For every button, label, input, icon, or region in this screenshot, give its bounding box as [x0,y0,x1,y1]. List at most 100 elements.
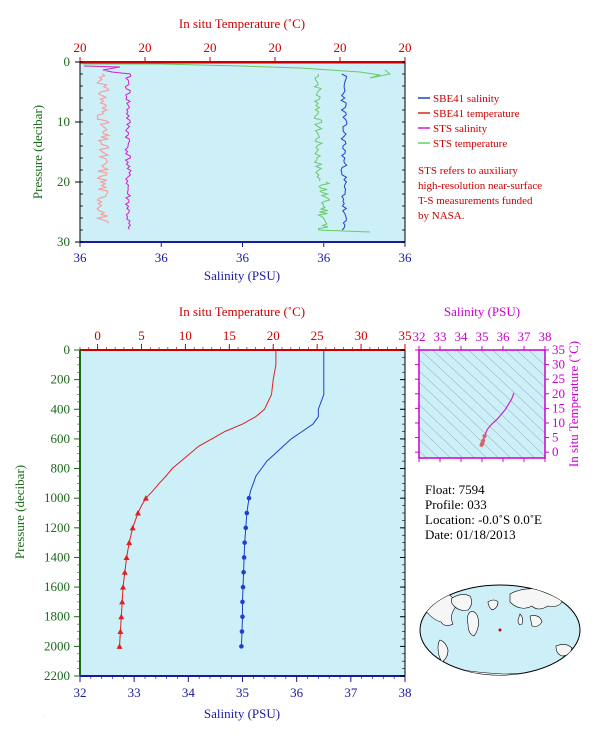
near-surface-left-tick-label: 10 [57,114,70,129]
near-surface-bottom-tick-label: 36 [399,250,413,265]
ts-series [479,392,515,447]
near-surface-bottom-tick-label: 36 [317,250,331,265]
near-surface-top-axis-title: In situ Temperature (˚C) [179,16,305,31]
ts-density-contour [419,381,500,458]
temperature-sample-point [123,554,130,560]
salinity-sample-point [240,614,245,620]
sbe41-salinity-line [340,73,348,231]
ts-right-tick-label: 5 [552,430,559,445]
near-surface-top-tick-label: 20 [269,40,282,55]
sts-note-line: high-resolution near-surface [418,180,542,192]
main-bottom-tick-label: 38 [399,685,412,700]
ts-deep-point [481,438,486,443]
main-bottom-tick-label: 33 [128,685,141,700]
ts-density-contour [419,415,464,458]
main-left-tick-label: 2200 [44,668,70,683]
near-surface-bottom-tick-label: 36 [74,250,88,265]
ts-top-tick-label: 33 [434,329,447,344]
main-top-tick-label: 15 [223,328,236,343]
main-left-tick-label: 200 [51,372,71,387]
near-surface-left-tick-label: 20 [57,174,70,189]
ts-right-tick-label: 35 [552,342,565,357]
temperature-sample-point [120,584,127,590]
ts-density-contour [492,350,545,400]
main-left-tick-label: 1400 [44,549,70,564]
near-surface-left-tick-label: 30 [57,234,70,249]
main-top-axis-title: In situ Temperature (˚C) [179,304,305,319]
main-top-tick-label: 5 [138,328,145,343]
salinity-sample-point [239,629,245,634]
main-top-tick-label: 25 [311,328,324,343]
main-bottom-tick-label: 32 [74,685,87,700]
ts-tick-marks [415,346,549,462]
near-surface-tick-labels: 20 20 20 20 20 20 36 36 36 36 36 0 10 20 30 [57,40,412,265]
temperature-sample-point [126,539,133,546]
date: Date: 01/18/2013 [425,527,516,542]
ts-right-tick-label: 0 [552,444,559,459]
ts-density-contour [419,438,440,458]
sts-temperature-line-deep [316,181,371,233]
profile-number: Profile: 033 [425,497,487,512]
main-bottom-tick-label: 34 [182,685,196,700]
ts-density-contour [419,427,452,458]
main-top-tick-label: 10 [179,328,192,343]
near-surface-left-axis-title: Pressure (decibar) [30,105,45,199]
legend-items: SBE41 salinity SBE41 temperature STS salin… [418,93,520,150]
salinity-sample-point [241,555,247,560]
sts-note-line: T-S measurements funded [418,195,533,207]
footer-credit: . [44,714,45,718]
main-series [116,350,325,649]
main-left-tick-label: 1800 [44,609,70,624]
ts-right-axis-title: In situ Temperature (˚C) [566,341,581,467]
near-surface-top-tick-label: 20 [74,40,87,55]
ts-right-tick-label: 30 [552,357,565,372]
sbe41-temperature-profile [119,350,277,647]
sts-salinity-line [83,65,132,230]
temperature-sample-point [118,613,125,620]
sbe41-salinity-profile [240,350,325,647]
near-surface-top-tick-label: 20 [399,40,412,55]
salinity-sample-point [243,525,249,531]
near-surface-left-tick-label: 0 [64,54,71,69]
near-surface-bottom-tick-label: 36 [236,250,250,265]
ts-density-contour [528,350,545,366]
main-bottom-axis-title: Salinity (PSU) [204,706,280,721]
float-id: Float: 7594 [425,482,485,497]
main-left-tick-label: 1200 [44,520,70,535]
ts-right-tick-label: 25 [552,371,565,386]
main-bottom-tick-label: 37 [344,685,358,700]
main-left-tick-label: 2000 [44,638,70,653]
main-tick-labels: 0 5 10 15 20 25 30 35 32 33 34 35 36 37 38 0 200 400 600 80… [44,328,412,700]
ts-density-contour [432,350,545,457]
main-profile-panel: In situ Temperature (˚C) Salinity (PSU) … [12,304,412,721]
temperature-sample-point [129,524,136,531]
temperature-sample-point [134,510,141,516]
near-surface-bottom-tick-label: 36 [155,250,169,265]
ts-density-contour [504,350,545,389]
ts-top-axis-title: Salinity (PSU) [444,304,520,319]
legend-label: STS temperature [433,138,507,150]
temperature-sample-point [116,643,123,649]
salinity-sample-point [244,510,250,516]
salinity-sample-point [239,644,244,649]
near-surface-top-tick-label: 20 [334,40,347,55]
sts-note-line: STS refers to auxiliary [418,165,518,177]
sts-note-line: by NASA. [418,210,465,222]
near-surface-top-tick-label: 20 [139,40,152,55]
ts-density-contours [419,350,545,458]
sts-temperature-line [313,73,324,182]
ts-density-contour [419,392,488,458]
legend-label: SBE41 salinity [433,93,500,105]
main-top-tick-label: 30 [355,328,368,343]
ts-density-contour [456,350,545,434]
ts-right-tick-label: 20 [552,386,565,401]
salinity-sample-point [241,569,246,575]
legend-label: SBE41 temperature [433,108,520,120]
sts-temperature-left-line [95,73,111,224]
ts-density-contour [419,404,476,458]
main-left-tick-label: 800 [51,461,71,476]
ts-density-contour [419,370,512,458]
ts-density-contour [419,450,428,458]
temperature-sample-point [119,598,126,605]
